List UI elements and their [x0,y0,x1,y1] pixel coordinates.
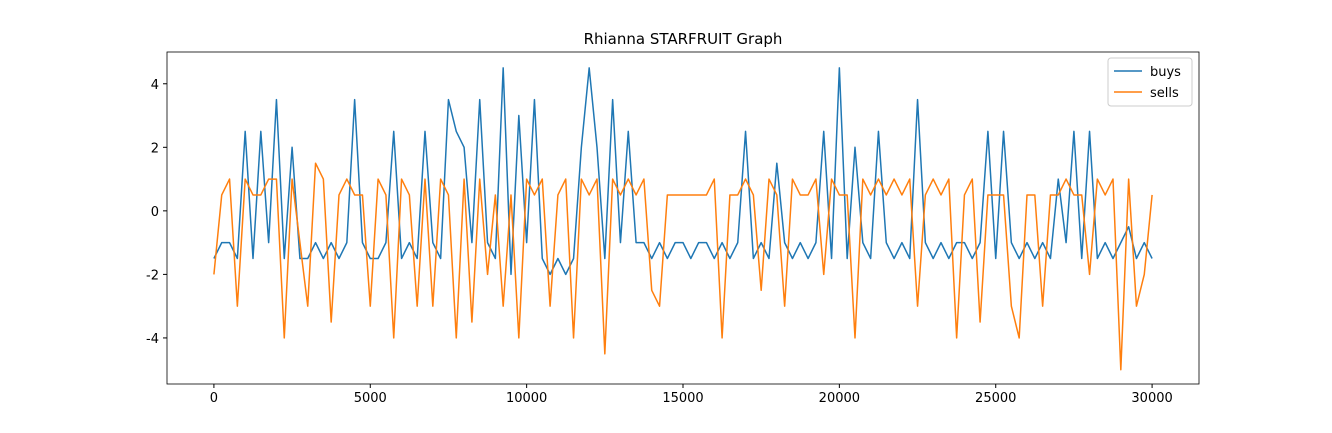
legend-box [1107,57,1193,107]
series-line [213,162,1153,371]
y-tick-label: -2 [146,268,159,283]
legend-label: sells [1150,86,1179,101]
chart-title: Rhianna STARFRUIT Graph [584,30,783,48]
legend-label: buys [1150,65,1181,80]
y-tick-label: 2 [151,141,159,156]
plot-frame [166,51,1200,385]
x-tick-label: 0 [210,391,218,406]
y-tick-label: 4 [151,78,159,93]
y-tick-label: -4 [146,332,159,347]
x-tick-label: 5000 [354,391,387,406]
x-tick-label: 30000 [1131,391,1172,406]
y-tick-label: 0 [151,205,159,220]
x-tick-label: 25000 [975,391,1016,406]
x-tick-label: 10000 [506,391,547,406]
x-tick-label: 20000 [819,391,860,406]
series-line [213,67,1153,276]
x-tick-label: 15000 [662,391,703,406]
